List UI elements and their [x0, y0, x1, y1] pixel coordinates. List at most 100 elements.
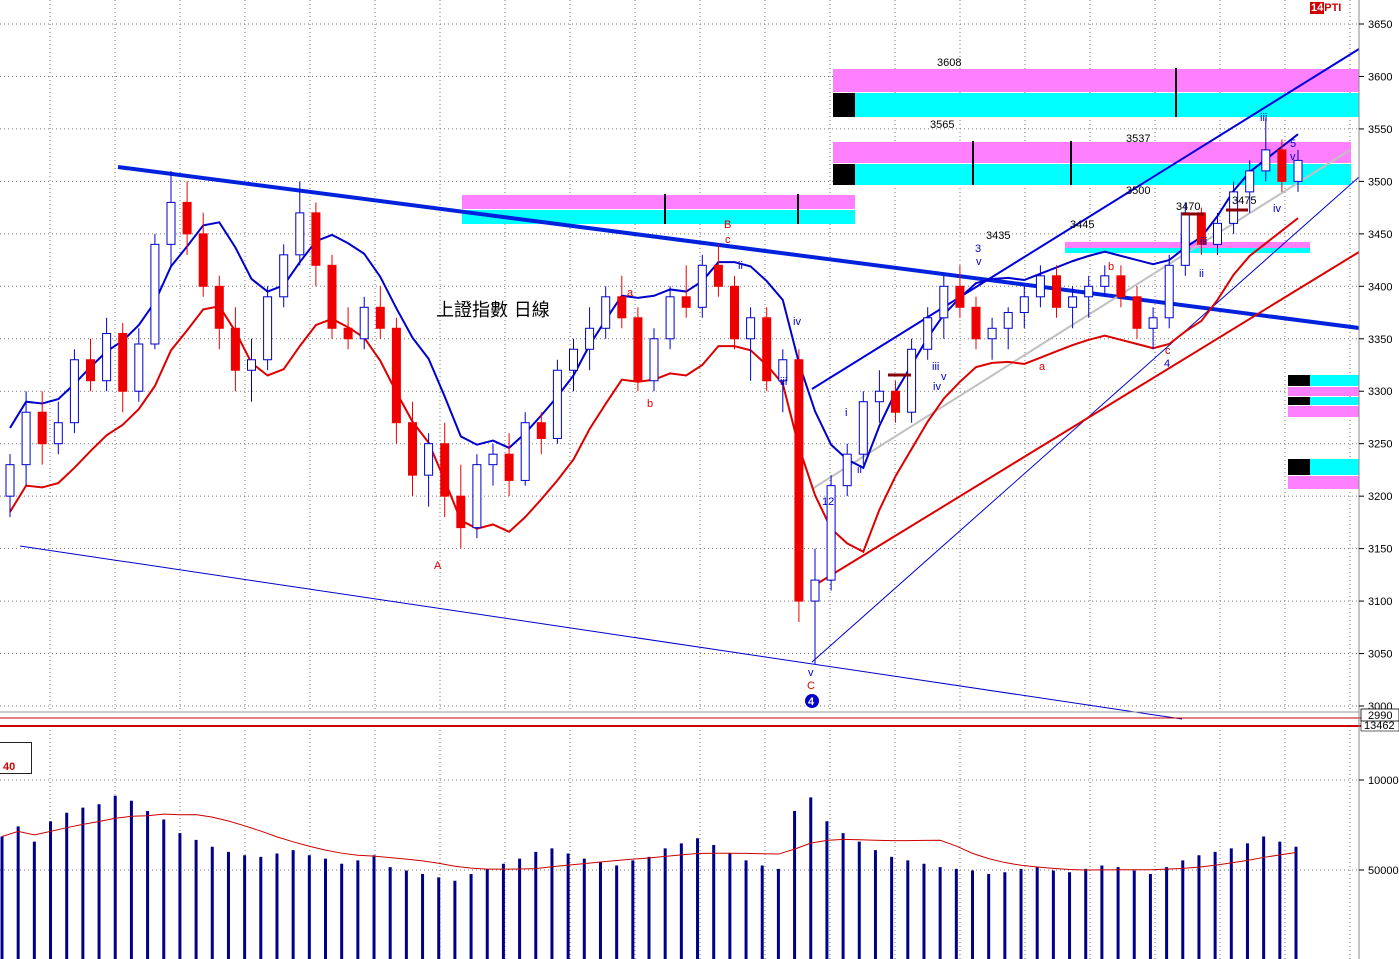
- current-price-marker: 2990: [1360, 708, 1399, 722]
- candle-body: [118, 333, 128, 392]
- volume-average-line: [1, 813, 1297, 871]
- candle-body: [520, 422, 530, 481]
- candle-body: [1245, 170, 1255, 193]
- wave-label: b: [1108, 261, 1114, 273]
- symbol-name: PTI: [1324, 2, 1342, 14]
- wave-label: c: [725, 234, 731, 246]
- candle-body: [1019, 296, 1029, 314]
- candle-body: [1003, 312, 1013, 329]
- candlesticks: [5, 118, 1303, 665]
- wave-label: iii: [932, 361, 939, 373]
- candle-body: [697, 264, 707, 308]
- candle-body: [1164, 264, 1174, 319]
- zone-marker: [833, 164, 855, 185]
- level-label: 3565: [930, 119, 954, 131]
- candle-body: [794, 359, 804, 602]
- price-tick-label: 3100: [1368, 596, 1392, 608]
- level-label: 3608: [937, 57, 961, 69]
- candle-body: [182, 201, 192, 235]
- level-label: 3475: [1232, 195, 1256, 207]
- candle-body: [681, 296, 691, 308]
- level-label: 3435: [986, 230, 1010, 242]
- candle-body: [601, 296, 611, 329]
- wave-label: C: [807, 680, 815, 692]
- candle-body: [1213, 222, 1222, 245]
- symbol-badge[interactable]: 14PTI: [1310, 2, 1341, 14]
- candle-body: [263, 296, 273, 361]
- candle-body: [1068, 296, 1078, 308]
- wave-label: iv: [793, 316, 801, 328]
- wave-label: 12: [822, 496, 834, 508]
- level-label: 3500: [1126, 185, 1150, 197]
- candle-body: [1100, 275, 1110, 287]
- candle-body: [713, 264, 723, 287]
- wave-label: iii: [1260, 112, 1267, 124]
- wave-label: 5: [1290, 138, 1296, 150]
- volume-tick: 50000: [1368, 865, 1399, 877]
- candle-body: [198, 233, 208, 287]
- wave-label: b: [647, 398, 653, 410]
- zone-band: [1288, 406, 1359, 417]
- price-tick-label: 3200: [1368, 491, 1392, 503]
- candle-body: [923, 317, 933, 350]
- lower-support-line[interactable]: [19, 545, 1183, 720]
- candle-body: [633, 317, 643, 382]
- volume-indicator-box[interactable]: 40: [0, 742, 32, 774]
- candle-body: [971, 306, 981, 340]
- candle-body: [826, 485, 836, 581]
- red-uptrend-line[interactable]: [814, 251, 1360, 586]
- zone-marker: [1288, 375, 1310, 386]
- zone-band: [1288, 397, 1359, 405]
- candle-body: [230, 327, 240, 371]
- candle-body: [279, 254, 289, 298]
- candle-body: [102, 333, 112, 382]
- wave-label: c: [1165, 345, 1171, 357]
- candle-body: [424, 443, 434, 476]
- candle-body: [359, 306, 369, 340]
- wave-label: v: [976, 256, 982, 268]
- price-tick-label: 3400: [1368, 281, 1392, 293]
- wave-label: i: [1180, 234, 1182, 246]
- candle-body: [1180, 212, 1190, 266]
- candle-body: [504, 453, 514, 481]
- zone-marker: [833, 93, 855, 117]
- zone-band: [1288, 387, 1359, 396]
- price-tick-label: 3450: [1368, 229, 1392, 241]
- level-labels: 3608 3565 3537 3500 3435 3445 3470 3475: [930, 57, 1256, 242]
- main-downtrend-line[interactable]: [117, 165, 1360, 330]
- wave-label: i: [845, 407, 847, 419]
- wave-label: 4: [808, 696, 815, 708]
- candle-body: [1261, 149, 1271, 172]
- wave-label: iii: [1200, 236, 1207, 248]
- zone-band: [833, 93, 1359, 117]
- candle-body: [295, 212, 305, 256]
- volume-top-value: 13462: [1364, 720, 1395, 732]
- wave-label: v: [808, 667, 814, 679]
- wave-label: 3: [975, 243, 981, 255]
- zone-band: [1288, 476, 1359, 489]
- symbol-number: 14: [1310, 2, 1325, 14]
- candle-body: [343, 327, 353, 340]
- candle-body: [472, 464, 482, 529]
- candle-body: [762, 317, 772, 382]
- price-tick-label: 3600: [1368, 71, 1392, 83]
- price-tick-label: 3050: [1368, 649, 1392, 661]
- channel-upper-line[interactable]: [811, 48, 1360, 390]
- mid-channel-line[interactable]: [811, 149, 1351, 490]
- trend-lines[interactable]: [19, 48, 1360, 720]
- volume-bars: [0, 795, 1298, 959]
- zone-bands: [462, 68, 1359, 489]
- candle-body: [858, 401, 868, 455]
- level-markers: [888, 208, 1248, 377]
- zone-marker: [1288, 459, 1310, 475]
- zone-band: [1288, 375, 1359, 386]
- price-axis: 3650 3600 3550 3500 3450 3400 3350 3300 3250 3200…: [1359, 19, 1392, 713]
- candle-body: [730, 285, 739, 340]
- candle-body: [391, 327, 401, 424]
- candle-body: [1116, 275, 1126, 298]
- candle-body: [134, 343, 144, 392]
- candle-body: [408, 422, 417, 476]
- wave-label: v: [941, 371, 947, 383]
- candle-body: [375, 306, 385, 329]
